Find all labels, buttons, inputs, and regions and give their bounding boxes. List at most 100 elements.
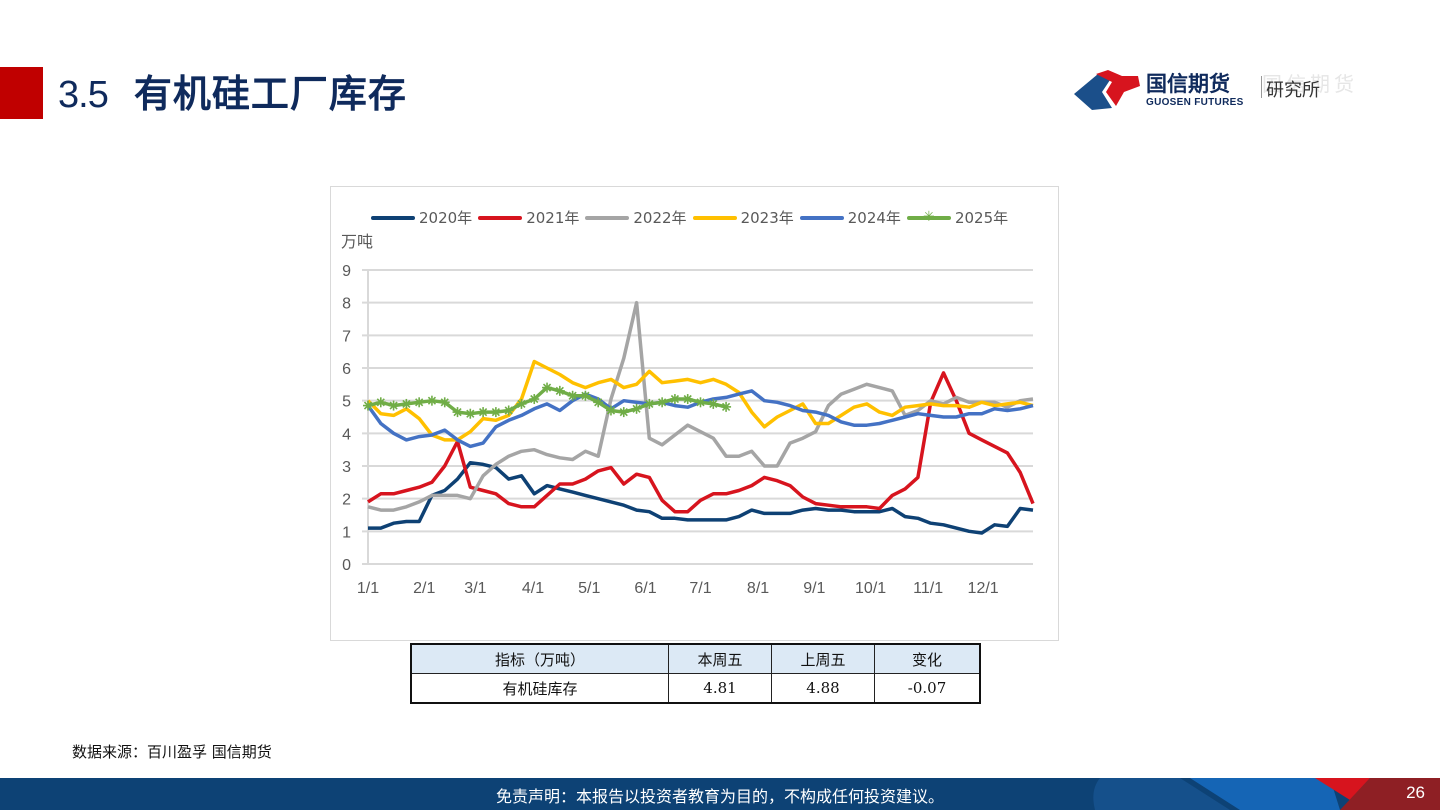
table-row: 有机硅库存 4.81 4.88 -0.07	[410, 673, 981, 704]
asterisk-marker-icon	[644, 398, 655, 409]
section-number: 3.5	[58, 74, 109, 116]
chart-plot-area: 0 1 2 3 4 5 6 7 8 9 1/1 2/1 3/1 4/1 5/1 6/1 7/1 8/1 9/1 10/…	[342, 263, 1035, 597]
x-tick-label: 10/1	[855, 580, 886, 597]
asterisk-marker-icon	[682, 394, 693, 405]
y-tick-label: 2	[342, 492, 351, 509]
y-tick-label: 6	[342, 361, 351, 378]
chart-legend: 2020年 2021年 2022年 2023年 2024年 ✳ 2025年	[371, 207, 1014, 228]
header-last-friday: 上周五	[771, 643, 875, 674]
series-line-2021年	[367, 371, 1035, 514]
table-header-row: 指标（万吨） 本周五 上周五 变化	[410, 643, 981, 674]
x-tick-label: 12/1	[968, 580, 999, 597]
logo-watermark: 国信期货	[1262, 72, 1358, 96]
legend-label: 2023年	[740, 209, 794, 227]
cell-last-friday: 4.88	[771, 673, 875, 704]
y-tick-label: 0	[342, 557, 351, 574]
asterisk-marker-icon	[631, 403, 642, 414]
legend-label: 2022年	[633, 209, 687, 227]
footer-bar: 免责声明：本报告以投资者教育为目的，不构成任何投资建议。 26	[0, 778, 1440, 810]
asterisk-marker-icon	[669, 394, 680, 405]
asterisk-marker-icon	[580, 390, 591, 401]
asterisk-marker-icon	[529, 394, 540, 405]
legend-label: 2020年	[419, 209, 473, 227]
asterisk-marker-icon	[401, 398, 412, 409]
legend-swatch-icon: ✳	[906, 209, 951, 225]
asterisk-marker-icon	[567, 390, 578, 401]
cell-indicator: 有机硅库存	[410, 673, 669, 704]
logo-mark-icon	[1074, 70, 1140, 110]
x-tick-label: 8/1	[747, 580, 769, 597]
disclaimer-text: 免责声明：本报告以投资者教育为目的，不构成任何投资建议。	[495, 787, 944, 806]
asterisk-marker-icon	[503, 405, 514, 416]
page-title: 3.5 有机硅工厂库存	[58, 66, 407, 123]
header-change: 变化	[874, 643, 981, 674]
x-tick-label: 2/1	[413, 580, 435, 597]
asterisk-marker-icon	[657, 397, 668, 408]
asterisk-marker-icon	[516, 398, 527, 409]
asterisk-marker-icon	[542, 382, 553, 393]
legend-label: 2021年	[526, 209, 580, 227]
y-tick-label: 7	[342, 328, 351, 345]
x-tick-label: 7/1	[689, 580, 711, 597]
legend-swatch-icon	[585, 215, 630, 220]
legend-label: 2024年	[847, 209, 901, 227]
x-tick-label: 1/1	[357, 580, 379, 597]
asterisk-marker-icon	[618, 407, 629, 418]
asterisk-marker-icon	[721, 401, 732, 412]
cell-this-friday: 4.81	[668, 673, 772, 704]
asterisk-marker-icon	[426, 395, 437, 406]
x-tick-label: 3/1	[464, 580, 486, 597]
asterisk-marker-icon	[452, 407, 463, 418]
legend-swatch-icon	[692, 215, 737, 220]
asterisk-marker-icon	[375, 397, 386, 408]
asterisk-marker-icon	[388, 400, 399, 411]
series-line-2020年	[368, 460, 1034, 535]
series-line-2022年	[367, 300, 1034, 512]
asterisk-marker-icon	[490, 407, 501, 418]
asterisk-marker-icon	[478, 407, 489, 418]
y-tick-label: 4	[342, 426, 351, 443]
inventory-summary-table: 指标（万吨） 本周五 上周五 变化 有机硅库存 4.81 4.88 -0.07	[410, 643, 981, 704]
page-number: 26	[1406, 783, 1425, 802]
section-accent-block	[0, 67, 43, 119]
asterisk-marker-icon	[465, 408, 476, 419]
x-tick-label: 11/1	[913, 580, 943, 597]
asterisk-marker-icon	[708, 398, 719, 409]
y-tick-label: 8	[342, 296, 351, 313]
series-line-2023年	[366, 359, 1034, 442]
x-tick-label: 9/1	[803, 580, 825, 597]
y-tick-label: 1	[342, 524, 351, 541]
y-axis-unit: 万吨	[341, 232, 374, 251]
inventory-chart: 2020年 2021年 2022年 2023年 2024年 ✳ 2025年 万吨 0 1 2 3 4…	[330, 186, 1059, 641]
legend-swatch-icon	[799, 215, 844, 220]
asterisk-marker-icon	[554, 385, 565, 396]
asterisk-marker-icon	[414, 397, 425, 408]
legend-item: 2021年	[478, 207, 579, 228]
x-tick-label: 6/1	[634, 580, 656, 597]
asterisk-marker-icon	[363, 400, 373, 411]
legend-label: 2025年	[954, 209, 1009, 227]
footer-decoration-icon	[1093, 778, 1440, 810]
logo-institute: 研究所	[1266, 80, 1320, 101]
asterisk-marker-icon: ✳	[922, 208, 935, 225]
legend-item: 2023年	[692, 207, 794, 228]
asterisk-marker-icon	[593, 397, 604, 408]
section-title: 有机硅工厂库存	[133, 72, 407, 116]
company-logo: 国信期货 国信期货 GUOSEN FUTURES 研究所	[1072, 66, 1362, 116]
legend-swatch-icon	[478, 215, 523, 220]
asterisk-marker-icon	[439, 397, 450, 408]
legend-item: 2020年	[371, 207, 472, 228]
x-tick-label: 5/1	[578, 580, 600, 597]
header-indicator: 指标（万吨）	[410, 643, 669, 674]
logo-divider	[1261, 76, 1262, 98]
legend-item: ✳ 2025年	[906, 207, 1009, 228]
cell-change: -0.07	[874, 673, 981, 704]
x-tick-label: 4/1	[522, 580, 544, 597]
asterisk-marker-icon	[605, 405, 616, 416]
data-source-note: 数据来源：百川盈孚 国信期货	[72, 743, 272, 761]
header-this-friday: 本周五	[668, 643, 772, 674]
asterisk-marker-icon	[695, 397, 706, 408]
logo-name-en: GUOSEN FUTURES	[1146, 97, 1244, 108]
y-tick-label: 9	[342, 263, 351, 280]
y-tick-label: 5	[342, 394, 351, 411]
